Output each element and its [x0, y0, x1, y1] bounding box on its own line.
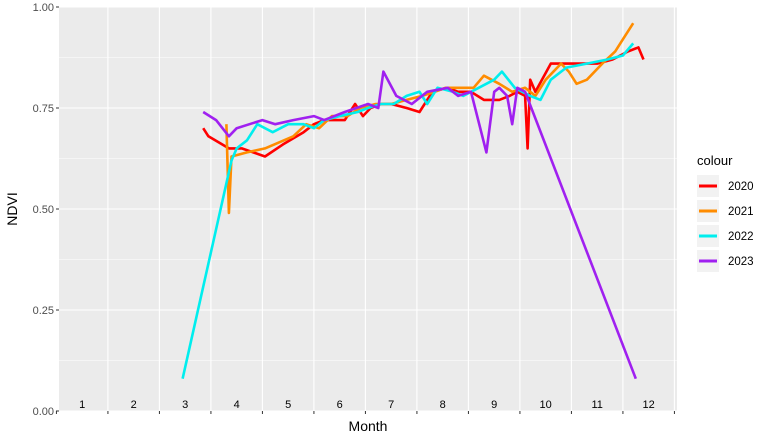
x-tick-label: 3 — [182, 399, 188, 411]
x-tick-label: 9 — [491, 399, 497, 411]
x-tick-label: 12 — [643, 399, 655, 411]
legend-label-2021: 2021 — [728, 206, 754, 218]
legend-label-2020: 2020 — [728, 181, 754, 193]
series-line-2022 — [181, 42, 635, 379]
series-lines — [181, 22, 645, 380]
x-axis: 1 2 3 4 5 6 7 8 9 10 11 12 — [55, 399, 675, 414]
y-tick-label: 0.75 — [33, 103, 54, 115]
y-axis-title: NDVI — [4, 192, 20, 225]
x-tick-label: 1 — [79, 399, 85, 411]
x-axis-title: Month — [349, 418, 388, 434]
y-tick-label: 1.00 — [33, 2, 54, 14]
minor-gridlines — [59, 57, 677, 361]
legend-label-2023: 2023 — [728, 256, 754, 268]
y-tick-label: 0.00 — [33, 406, 54, 418]
y-axis: 0.00 0.25 0.50 0.75 1.00 — [33, 2, 59, 418]
x-tick-label: 6 — [337, 399, 343, 411]
legend-title: colour — [697, 153, 733, 168]
x-tick-label: 4 — [234, 399, 240, 411]
legend: colour 2020 2021 2022 2023 — [697, 153, 754, 272]
x-tick-label: 8 — [440, 399, 446, 411]
x-tick-label: 10 — [540, 399, 552, 411]
x-tick-label: 5 — [285, 399, 291, 411]
legend-label-2022: 2022 — [728, 231, 754, 243]
x-tick-label: 11 — [591, 399, 602, 411]
y-tick-label: 0.50 — [33, 204, 54, 216]
series-line-2023 — [202, 70, 638, 380]
x-tick-label: 7 — [388, 399, 394, 411]
y-tick-label: 0.25 — [33, 305, 54, 317]
x-tick-label: 2 — [131, 399, 137, 411]
